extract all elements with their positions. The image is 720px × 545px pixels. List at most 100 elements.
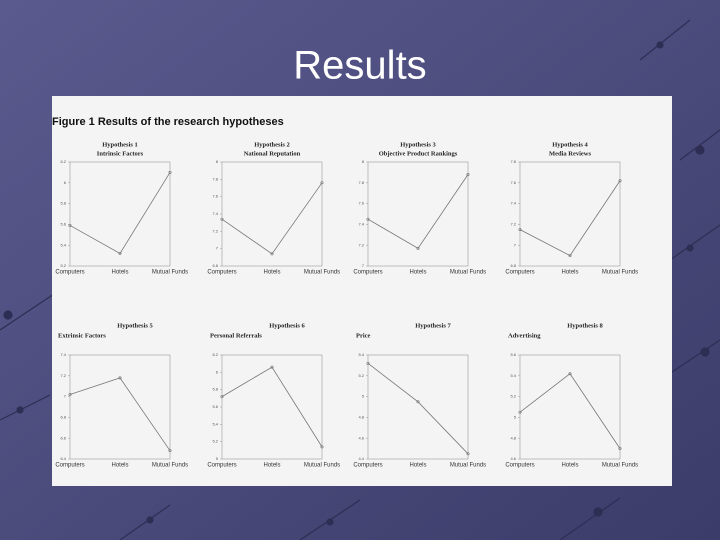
- chart-title: Hypothesis 6: [269, 322, 305, 329]
- y-tick-label: 7.8: [358, 180, 364, 185]
- chart-title: Hypothesis 5: [117, 322, 153, 329]
- data-line: [367, 363, 469, 455]
- y-tick-label: 7.6: [358, 201, 364, 206]
- x-tick-label: Hotels: [561, 270, 578, 276]
- x-tick-label: Mutual Funds: [152, 270, 188, 276]
- data-point: [618, 447, 622, 451]
- chart-subtitle: Intrinsic Factors: [97, 150, 144, 157]
- y-tick-label: 4.8: [358, 414, 364, 419]
- y-tick-label: 6.6: [60, 435, 66, 440]
- x-tick-label: Hotels: [409, 270, 426, 276]
- x-tick-label: Mutual Funds: [602, 463, 638, 469]
- y-tick-label: 6.2: [212, 352, 218, 357]
- x-tick-label: Hotels: [561, 463, 578, 469]
- x-tick-label: Computers: [55, 463, 84, 469]
- y-tick-label: 5.2: [60, 263, 66, 268]
- y-tick-label: 7.4: [358, 221, 364, 226]
- y-tick-label: 5.6: [212, 404, 218, 409]
- y-tick-label: 5.4: [510, 373, 516, 378]
- y-tick-label: 6.8: [60, 414, 66, 419]
- x-tick-label: Hotels: [263, 270, 280, 276]
- chart-subtitle: Personal Referrals: [210, 332, 262, 339]
- chart-title: Hypothesis 3: [400, 141, 436, 148]
- data-point: [270, 252, 274, 256]
- data-point: [168, 170, 172, 174]
- data-line: [367, 174, 469, 249]
- x-tick-label: Hotels: [263, 463, 280, 469]
- y-tick-label: 5.2: [358, 373, 364, 378]
- y-tick-label: 7.2: [60, 373, 66, 378]
- figure-caption: Figure 1 Results of the research hypothe…: [52, 116, 284, 128]
- slide-title: Results: [293, 44, 426, 88]
- y-tick-label: 5.2: [510, 394, 516, 399]
- x-tick-label: Computers: [505, 270, 534, 276]
- y-tick-label: 5: [216, 456, 219, 461]
- y-tick-label: 4.8: [510, 435, 516, 440]
- y-tick-label: 7: [362, 263, 365, 268]
- data-line: [221, 366, 323, 448]
- x-tick-label: Computers: [207, 270, 236, 276]
- data-point: [68, 393, 72, 397]
- chart-title: Hypothesis 2: [254, 141, 290, 148]
- x-tick-label: Hotels: [111, 463, 128, 469]
- plot-frame: [519, 161, 621, 267]
- y-tick-label: 4.6: [358, 435, 364, 440]
- y-tick-label: 5: [514, 414, 517, 419]
- chart-subtitle: Media Reviews: [549, 150, 592, 157]
- y-tick-label: 5.2: [212, 439, 218, 444]
- x-tick-label: Hotels: [409, 463, 426, 469]
- data-point: [466, 452, 470, 456]
- chart-subtitle: Advertising: [508, 332, 541, 339]
- chart-subtitle: Extrinsic Factors: [58, 332, 106, 339]
- y-tick-label: 7.2: [212, 228, 218, 233]
- data-point: [118, 376, 122, 380]
- plot-frame: [367, 161, 469, 267]
- x-tick-label: Computers: [505, 463, 534, 469]
- y-tick-label: 6.8: [212, 263, 218, 268]
- data-point: [270, 365, 274, 369]
- data-point: [220, 217, 224, 221]
- x-tick-label: Computers: [353, 270, 382, 276]
- data-point: [518, 228, 522, 232]
- y-tick-label: 7.6: [510, 180, 516, 185]
- y-tick-label: 5.6: [510, 352, 516, 357]
- y-tick-label: 7.4: [510, 201, 516, 206]
- y-tick-label: 4.6: [510, 456, 516, 461]
- plot-frame: [367, 354, 469, 460]
- data-point: [518, 410, 522, 414]
- x-tick-label: Computers: [207, 463, 236, 469]
- chart-title: Hypothesis 7: [415, 322, 451, 329]
- plot-frame: [69, 161, 171, 267]
- y-tick-label: 7.4: [60, 352, 66, 357]
- x-tick-label: Hotels: [111, 270, 128, 276]
- chart-subtitle: National Reputation: [244, 150, 301, 157]
- y-tick-label: 5: [362, 394, 365, 399]
- data-point: [366, 361, 370, 365]
- plot-frame: [69, 354, 171, 460]
- chart-subtitle: Objective Product Rankings: [379, 150, 458, 157]
- y-tick-label: 6.4: [60, 456, 66, 461]
- data-point: [416, 400, 420, 404]
- y-tick-label: 8: [216, 159, 219, 164]
- y-tick-label: 4.4: [358, 456, 364, 461]
- x-tick-label: Mutual Funds: [450, 463, 486, 469]
- data-point: [168, 449, 172, 453]
- data-point: [618, 179, 622, 183]
- y-tick-label: 7.4: [212, 211, 218, 216]
- data-line: [69, 172, 171, 255]
- plot-frame: [519, 354, 621, 460]
- data-line: [69, 377, 171, 451]
- data-point: [366, 217, 370, 221]
- chart-title: Hypothesis 1: [102, 141, 138, 148]
- y-tick-label: 8: [362, 159, 365, 164]
- data-point: [118, 252, 122, 256]
- y-tick-label: 6.8: [510, 263, 516, 268]
- x-tick-label: Computers: [353, 463, 382, 469]
- x-tick-label: Mutual Funds: [450, 270, 486, 276]
- y-tick-label: 7.8: [212, 176, 218, 181]
- y-tick-label: 6.2: [60, 159, 66, 164]
- y-tick-label: 7: [64, 394, 67, 399]
- x-tick-label: Mutual Funds: [152, 463, 188, 469]
- data-point: [320, 181, 324, 185]
